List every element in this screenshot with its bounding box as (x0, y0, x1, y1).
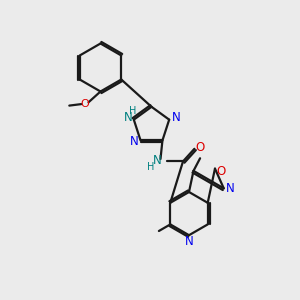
Text: N: N (185, 235, 194, 248)
Text: H: H (129, 106, 136, 116)
Text: N: N (130, 135, 138, 148)
Text: O: O (80, 99, 89, 109)
Text: N: N (123, 111, 132, 124)
Text: O: O (195, 141, 204, 154)
Text: H: H (147, 162, 155, 172)
Text: N: N (152, 154, 161, 167)
Text: O: O (216, 165, 226, 178)
Text: N: N (171, 111, 180, 124)
Text: N: N (225, 182, 234, 195)
